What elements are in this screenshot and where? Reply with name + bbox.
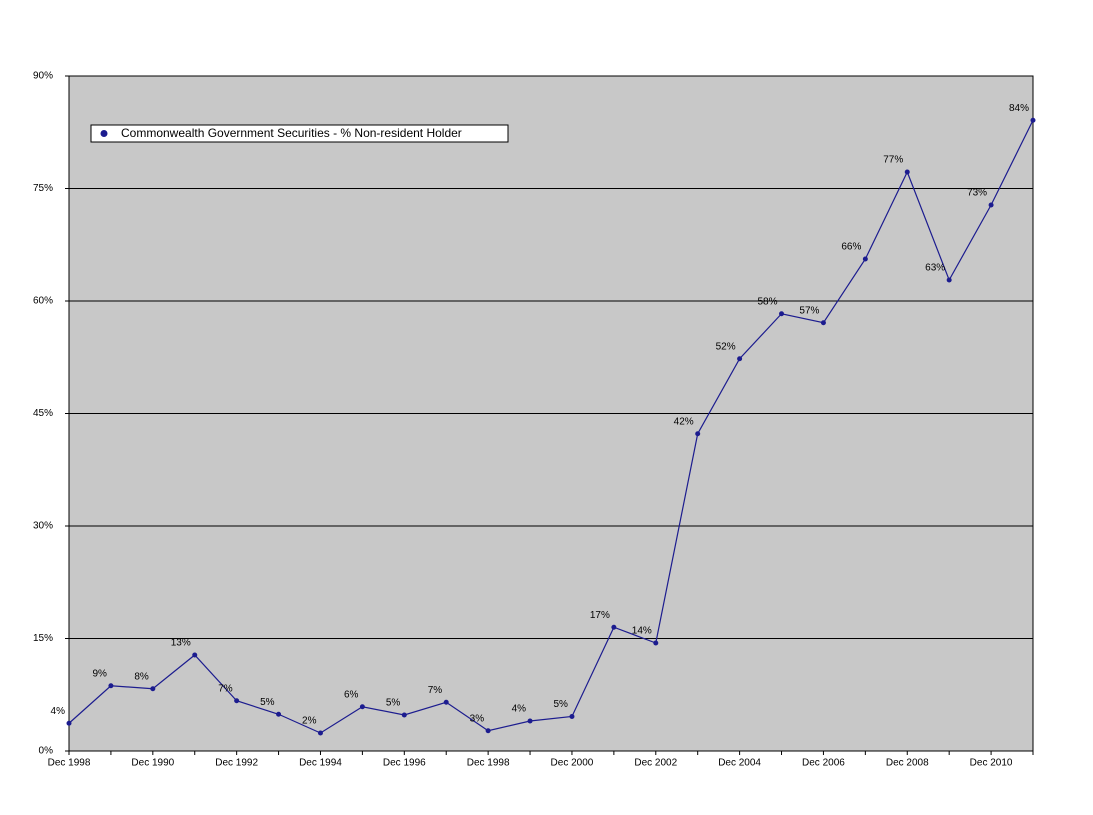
data-line (68, 119, 1034, 734)
value-label: 7% (428, 685, 443, 696)
value-label: 5% (386, 698, 401, 709)
data-point (653, 640, 659, 646)
value-label: 5% (554, 699, 569, 710)
value-label: 9% (92, 668, 107, 679)
x-tick-label: Dec 2010 (970, 758, 1013, 769)
x-tick-label: Dec 1996 (383, 758, 426, 769)
y-tick-label: 30% (33, 521, 53, 532)
value-label: 73% (967, 188, 987, 199)
legend-box (90, 124, 509, 143)
data-point (737, 356, 743, 362)
value-label: 58% (758, 296, 778, 307)
value-label: 17% (590, 610, 610, 621)
x-tick-label: Dec 1998 (48, 758, 91, 769)
y-tick-label: 90% (33, 71, 53, 82)
data-point (1030, 117, 1036, 123)
data-point (317, 730, 323, 736)
data-point (276, 711, 282, 717)
data-point (485, 728, 491, 734)
legend-marker (100, 130, 108, 137)
data-point (527, 718, 533, 724)
value-label: 84% (1009, 103, 1029, 114)
value-label: 6% (344, 689, 359, 700)
y-tick-label: 60% (33, 296, 53, 307)
x-tick-label: Dec 2000 (551, 758, 594, 769)
value-label: 13% (171, 638, 191, 649)
value-label: 57% (799, 305, 819, 316)
data-point (359, 704, 365, 710)
y-tick-label: 45% (33, 408, 53, 419)
value-label: 4% (512, 704, 527, 715)
data-point (862, 256, 868, 262)
data-point (443, 699, 449, 705)
value-label: 5% (260, 697, 275, 708)
data-point (779, 311, 785, 317)
data-point (401, 712, 407, 718)
data-point (150, 686, 156, 692)
value-label: 42% (674, 416, 694, 427)
x-tick-label: Dec 2004 (718, 758, 761, 769)
x-tick-label: Dec 1994 (299, 758, 342, 769)
data-point (108, 683, 114, 689)
data-point (611, 624, 617, 630)
y-tick-label: 15% (33, 633, 53, 644)
data-point (695, 431, 701, 437)
value-label: 7% (218, 683, 233, 694)
data-point (66, 720, 72, 726)
x-tick-label: Dec 1990 (131, 758, 174, 769)
data-point (904, 169, 910, 175)
x-tick-label: Dec 2006 (802, 758, 845, 769)
data-point (234, 698, 240, 704)
data-point (988, 202, 994, 208)
data-point (569, 714, 575, 719)
value-label: 14% (632, 626, 652, 637)
y-tick-label: 0% (39, 746, 54, 757)
x-tick-label: Dec 1992 (215, 758, 258, 769)
data-point (192, 652, 198, 658)
x-tick-label: Dec 2002 (634, 758, 677, 769)
value-label: 8% (134, 671, 149, 682)
value-label: 3% (470, 713, 485, 724)
data-point (946, 277, 952, 283)
value-label: 52% (716, 341, 736, 352)
x-tick-label: Dec 2008 (886, 758, 929, 769)
value-label: 63% (925, 263, 945, 274)
data-point (820, 320, 826, 326)
value-label: 2% (302, 716, 317, 727)
legend-text: Commonwealth Government Securities - % N… (121, 126, 462, 140)
value-label: 77% (883, 155, 903, 166)
x-tick-label: Dec 1998 (467, 758, 510, 769)
value-label: 66% (841, 242, 861, 253)
value-label: 4% (51, 706, 66, 717)
y-tick-label: 75% (33, 183, 53, 194)
